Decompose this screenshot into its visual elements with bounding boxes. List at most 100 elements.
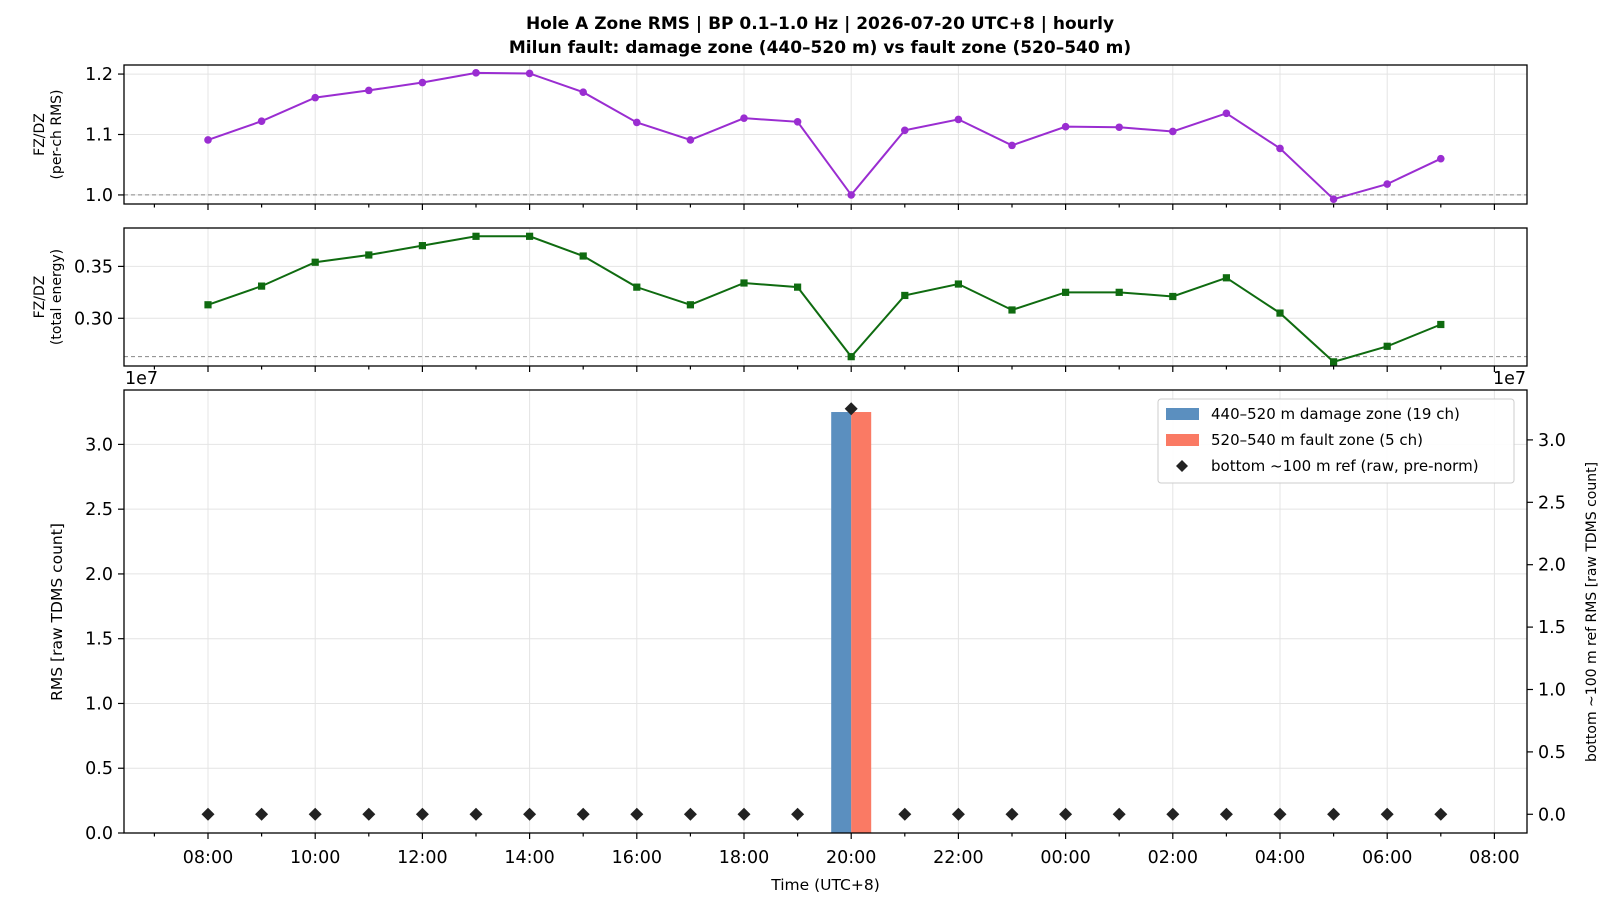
plot-frame	[123, 389, 1528, 834]
data-point	[1276, 309, 1284, 317]
ratio-rms-panel: 1.0 1.1 1.2 FZ/DZ(per-ch RMS)	[32, 64, 1528, 210]
ref-point	[1112, 807, 1126, 821]
data-point	[418, 242, 426, 250]
y-tick-label: 1.0	[85, 186, 113, 206]
y2-tick-label: 1.5	[1538, 618, 1566, 638]
ref-point	[469, 807, 483, 821]
ref-point	[576, 807, 590, 821]
ref-point	[1380, 807, 1394, 821]
x-tick-label: 22:00	[933, 848, 983, 868]
data-point	[204, 136, 212, 144]
data-point	[1383, 342, 1391, 350]
data-point	[740, 279, 748, 287]
data-point	[954, 280, 962, 288]
ref-point	[415, 807, 429, 821]
y-tick-label: 1.0	[85, 694, 113, 714]
ref-point	[683, 807, 697, 821]
data-point	[311, 258, 319, 266]
y2-tick-label: 3.0	[1538, 431, 1566, 451]
ref-point	[898, 807, 912, 821]
chart-title-line1: Hole A Zone RMS | BP 0.1–1.0 Hz | 2026-0…	[526, 14, 1114, 34]
legend-label: bottom ~100 m ref (raw, pre-norm)	[1211, 457, 1479, 475]
data-point	[311, 93, 320, 102]
y-tick-label: 1.2	[85, 65, 113, 85]
data-point	[633, 118, 641, 127]
x-tick-label: 04:00	[1255, 848, 1305, 868]
x-tick-label: 20:00	[826, 848, 876, 868]
ref-point	[844, 402, 858, 416]
data-point	[1276, 144, 1284, 153]
y-axis-label: RMS [raw TDMS count]	[48, 523, 66, 701]
y2-tick-label: 2.5	[1538, 493, 1566, 513]
data-point	[525, 69, 534, 78]
bar-fault-zone	[851, 412, 872, 833]
data-point	[1222, 274, 1230, 282]
y2-tick-label: 0.0	[1538, 805, 1566, 825]
x-tick-label: 08:00	[183, 848, 233, 868]
data-point	[1329, 195, 1338, 203]
x-tick-label: 02:00	[1148, 848, 1198, 868]
y2-tick-label: 1.0	[1538, 680, 1566, 700]
data-point	[1062, 288, 1070, 296]
data-point	[686, 136, 695, 144]
bar-damage-zone	[831, 412, 852, 833]
data-point	[1437, 154, 1445, 163]
plot-frame	[123, 227, 1528, 367]
x-tick-label: 08:00	[1469, 848, 1519, 868]
data-point	[847, 353, 855, 361]
ref-point	[523, 807, 537, 821]
y-axis-label-line: (per-ch RMS)	[49, 89, 65, 179]
x-tick-label: 16:00	[612, 848, 662, 868]
data-point	[204, 301, 212, 309]
legend-label: 440–520 m damage zone (19 ch)	[1211, 405, 1460, 423]
data-point	[1330, 358, 1338, 366]
y2-axis-label: bottom ~100 m ref RMS [raw TDMS count]	[1584, 462, 1600, 762]
data-point	[418, 78, 427, 87]
x-tick-label: 10:00	[290, 848, 340, 868]
legend-marker-bottom-ref	[1176, 460, 1188, 472]
ref-point	[308, 807, 322, 821]
y2-tick-label: 2.0	[1538, 556, 1566, 576]
ref-point	[1005, 807, 1019, 821]
offset-text-left: 1e7	[125, 369, 158, 389]
plot-area	[124, 228, 1527, 366]
x-tick-label: 18:00	[719, 848, 769, 868]
data-point	[472, 232, 480, 240]
ref-point	[1219, 807, 1233, 821]
y-axis-label-line: FZ/DZ	[32, 276, 48, 319]
ref-point	[1327, 807, 1341, 821]
y-tick-label: 1.1	[85, 126, 113, 146]
y-tick-label: 2.0	[85, 565, 113, 585]
x-tick-label: 06:00	[1362, 848, 1412, 868]
data-point	[472, 69, 480, 77]
data-point	[1383, 180, 1391, 188]
data-point	[1437, 320, 1445, 329]
data-point	[579, 88, 587, 96]
ref-point	[1273, 807, 1287, 821]
data-point	[686, 301, 694, 309]
data-point	[1115, 123, 1123, 132]
legend-label: 520–540 m fault zone (5 ch)	[1211, 431, 1423, 449]
ref-point	[1166, 807, 1180, 821]
ratio-energy-panel: 0.30 0.35 FZ/DZ(total energy)	[32, 227, 1528, 372]
data-point	[847, 191, 855, 199]
ref-point	[255, 807, 269, 821]
data-point	[257, 117, 266, 126]
ref-point	[362, 807, 376, 821]
series-line	[207, 71, 1442, 201]
ref-point	[1434, 807, 1448, 821]
y-tick-label: 0.0	[85, 824, 113, 844]
plot-frame	[123, 64, 1528, 205]
y-tick-label: 3.0	[85, 435, 113, 455]
data-point	[793, 118, 802, 126]
data-point	[1115, 288, 1123, 296]
data-point	[901, 291, 909, 300]
series-line	[207, 235, 1442, 363]
chart-title-line2: Milun fault: damage zone (440–520 m) vs …	[509, 38, 1131, 58]
data-point	[954, 115, 963, 124]
data-point	[740, 114, 748, 122]
y-tick-label: 0.5	[85, 759, 113, 779]
legend-swatch-fault-zone	[1166, 434, 1199, 446]
data-point	[1169, 127, 1177, 136]
